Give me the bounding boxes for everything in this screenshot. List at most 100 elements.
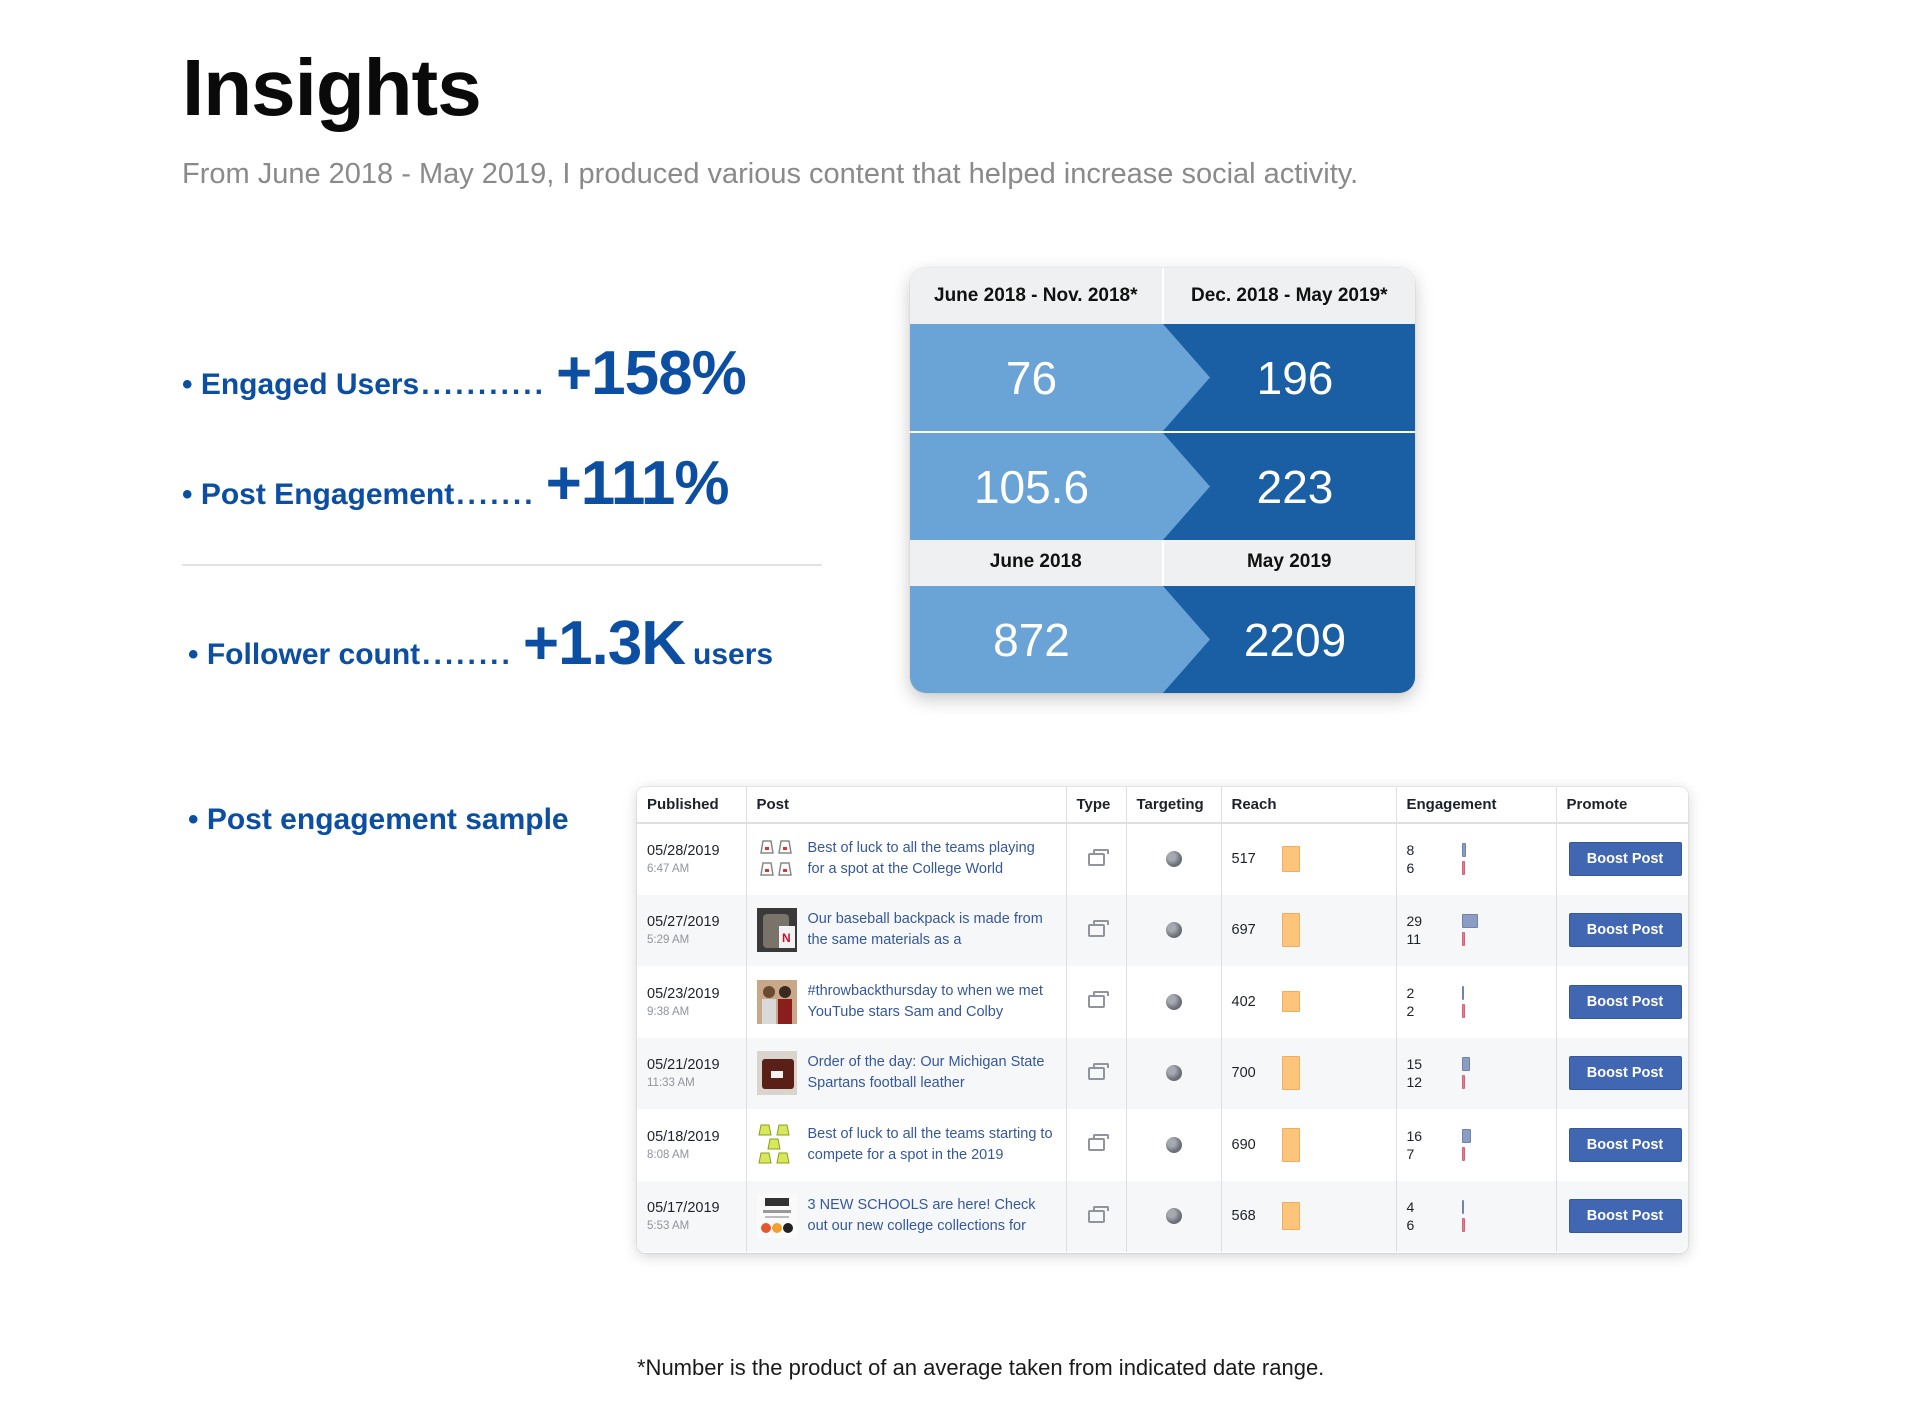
published-cell: 05/17/2019 5:53 AM xyxy=(637,1180,746,1252)
post-thumbnail[interactable]: N xyxy=(756,908,797,953)
promote-cell: Boost Post xyxy=(1555,1180,1688,1252)
engagement-cell: 15 12 xyxy=(1395,1037,1556,1109)
type-cell xyxy=(1065,1180,1126,1252)
comparison-before-value: 105.6 xyxy=(973,460,1090,513)
engagement-reactions-bar xyxy=(1461,932,1465,947)
table-row: 05/18/2019 8:08 AM Best of luck to all the… xyxy=(637,1109,1688,1181)
column-header-promote: Promote xyxy=(1555,787,1688,824)
comparison-header-before: June 2018 - Nov. 2018* xyxy=(934,285,1138,306)
published-date: 05/27/2019 xyxy=(647,914,720,931)
engagement-reactions-bar xyxy=(1461,1218,1465,1233)
column-header-reach[interactable]: Reach xyxy=(1220,787,1396,824)
engagement-reactions: 12 xyxy=(1406,1074,1423,1091)
promote-cell: Boost Post xyxy=(1555,823,1688,895)
boost-post-button[interactable]: Boost Post xyxy=(1568,1199,1682,1234)
reach-value: 700 xyxy=(1231,1065,1256,1082)
stat-leader-dots: ........... xyxy=(421,368,546,401)
targeting-cell xyxy=(1125,966,1221,1038)
stat-label: • Engaged Users xyxy=(182,368,420,401)
post-link[interactable]: Our baseball backpack is made from the s… xyxy=(807,911,1043,949)
post-type-icon xyxy=(1087,1062,1109,1080)
engagement-reactions: 2 xyxy=(1406,1002,1415,1019)
stat-leader-dots: ........ xyxy=(422,638,513,671)
engagement-clicks-bar xyxy=(1461,843,1466,858)
type-cell xyxy=(1065,894,1126,966)
post-type-icon xyxy=(1087,848,1109,866)
post-link[interactable]: Order of the day: Our Michigan State Spa… xyxy=(807,1054,1045,1092)
page-title: Insights xyxy=(182,43,482,132)
targeting-cell xyxy=(1125,894,1221,966)
boost-post-button[interactable]: Boost Post xyxy=(1568,984,1682,1019)
type-cell xyxy=(1065,1109,1126,1181)
published-time: 5:53 AM xyxy=(647,1220,690,1233)
comparison-row: 76 196 xyxy=(910,324,1415,431)
stat-follower-count: • Follower count ........ +1.3K users xyxy=(188,608,773,679)
post-link[interactable]: Best of luck to all the teams starting t… xyxy=(807,1125,1053,1163)
post-cell: Order of the day: Our Michigan State Spa… xyxy=(745,1037,1066,1109)
reach-value: 690 xyxy=(1231,1136,1256,1153)
column-header-targeting[interactable]: Targeting xyxy=(1125,787,1221,824)
promote-cell: Boost Post xyxy=(1555,966,1688,1038)
engagement-clicks-bar xyxy=(1461,985,1464,1000)
targeting-cell xyxy=(1125,1037,1221,1109)
globe-icon xyxy=(1165,922,1182,939)
comparison-row-arrow xyxy=(910,586,1415,693)
reach-cell: 402 xyxy=(1220,966,1396,1038)
published-date: 05/23/2019 xyxy=(647,985,720,1002)
reach-bar xyxy=(1281,1127,1300,1162)
post-cell: Best of luck to all the teams starting t… xyxy=(745,1109,1066,1181)
reach-bar xyxy=(1281,1056,1300,1091)
boost-post-button[interactable]: Boost Post xyxy=(1568,1056,1682,1091)
post-link[interactable]: 3 NEW SCHOOLS are here! Check out our ne… xyxy=(807,1197,1036,1235)
reach-value: 568 xyxy=(1231,1208,1256,1225)
post-link[interactable]: Best of luck to all the teams playing fo… xyxy=(807,840,1035,878)
engagement-reactions: 6 xyxy=(1406,1217,1415,1234)
post-thumbnail[interactable] xyxy=(757,837,797,881)
comparison-after-value: 223 xyxy=(1256,460,1334,513)
column-header-post[interactable]: Post xyxy=(745,787,1066,824)
post-thumbnail[interactable] xyxy=(757,1123,797,1167)
stat-unit: users xyxy=(693,638,774,671)
engagement-reactions: 7 xyxy=(1406,1145,1415,1162)
comparison-row-arrow xyxy=(910,324,1415,431)
engagement-clicks: 15 xyxy=(1406,1056,1423,1073)
reach-cell: 568 xyxy=(1220,1180,1396,1252)
globe-icon xyxy=(1165,1065,1182,1082)
targeting-cell xyxy=(1125,823,1221,895)
reach-value: 517 xyxy=(1231,851,1256,868)
published-date: 05/28/2019 xyxy=(647,843,720,860)
comparison-after-value: 196 xyxy=(1256,351,1334,404)
boost-post-button[interactable]: Boost Post xyxy=(1568,842,1682,877)
engagement-reactions-bar xyxy=(1461,1003,1465,1018)
post-link[interactable]: #throwbackthursday to when we met YouTub… xyxy=(807,982,1043,1020)
column-header-engagement[interactable]: Engagement xyxy=(1395,787,1556,824)
comparison-before-value: 76 xyxy=(1005,351,1058,404)
engagement-reactions-bar xyxy=(1461,861,1465,876)
engagement-clicks: 29 xyxy=(1406,913,1423,930)
stat-label: • Follower count xyxy=(188,638,421,671)
boost-post-button[interactable]: Boost Post xyxy=(1568,1127,1682,1162)
post-type-icon xyxy=(1087,1134,1109,1152)
post-sample-label: • Post engagement sample xyxy=(188,803,569,836)
reach-value: 697 xyxy=(1231,922,1256,939)
post-cell: Best of luck to all the teams playing fo… xyxy=(745,823,1066,895)
post-thumbnail[interactable] xyxy=(756,979,797,1024)
reach-cell: 700 xyxy=(1220,1037,1396,1109)
promote-cell: Boost Post xyxy=(1555,894,1688,966)
column-header-type[interactable]: Type xyxy=(1065,787,1126,824)
post-thumbnail[interactable] xyxy=(756,1194,797,1239)
column-header-published[interactable]: Published xyxy=(637,787,746,824)
table-row: 05/17/2019 5:53 AM 3 NEW SCHOOLS are here!… xyxy=(637,1180,1688,1252)
comparison-header: June 2018 - Nov. 2018* Dec. 2018 - May 2… xyxy=(910,268,1415,324)
comparison-after-fill xyxy=(1163,324,1415,431)
engagement-clicks: 8 xyxy=(1406,842,1415,859)
boost-post-button[interactable]: Boost Post xyxy=(1568,913,1682,948)
globe-icon xyxy=(1165,1136,1182,1153)
table-row: 05/21/2019 11:33 AM Order of the day: Our … xyxy=(637,1037,1688,1109)
targeting-cell xyxy=(1125,1180,1221,1252)
published-cell: 05/27/2019 5:29 AM xyxy=(637,894,746,966)
post-thumbnail[interactable] xyxy=(756,1051,797,1096)
promote-cell: Boost Post xyxy=(1555,1037,1688,1109)
stat-value: +158% xyxy=(555,339,747,408)
